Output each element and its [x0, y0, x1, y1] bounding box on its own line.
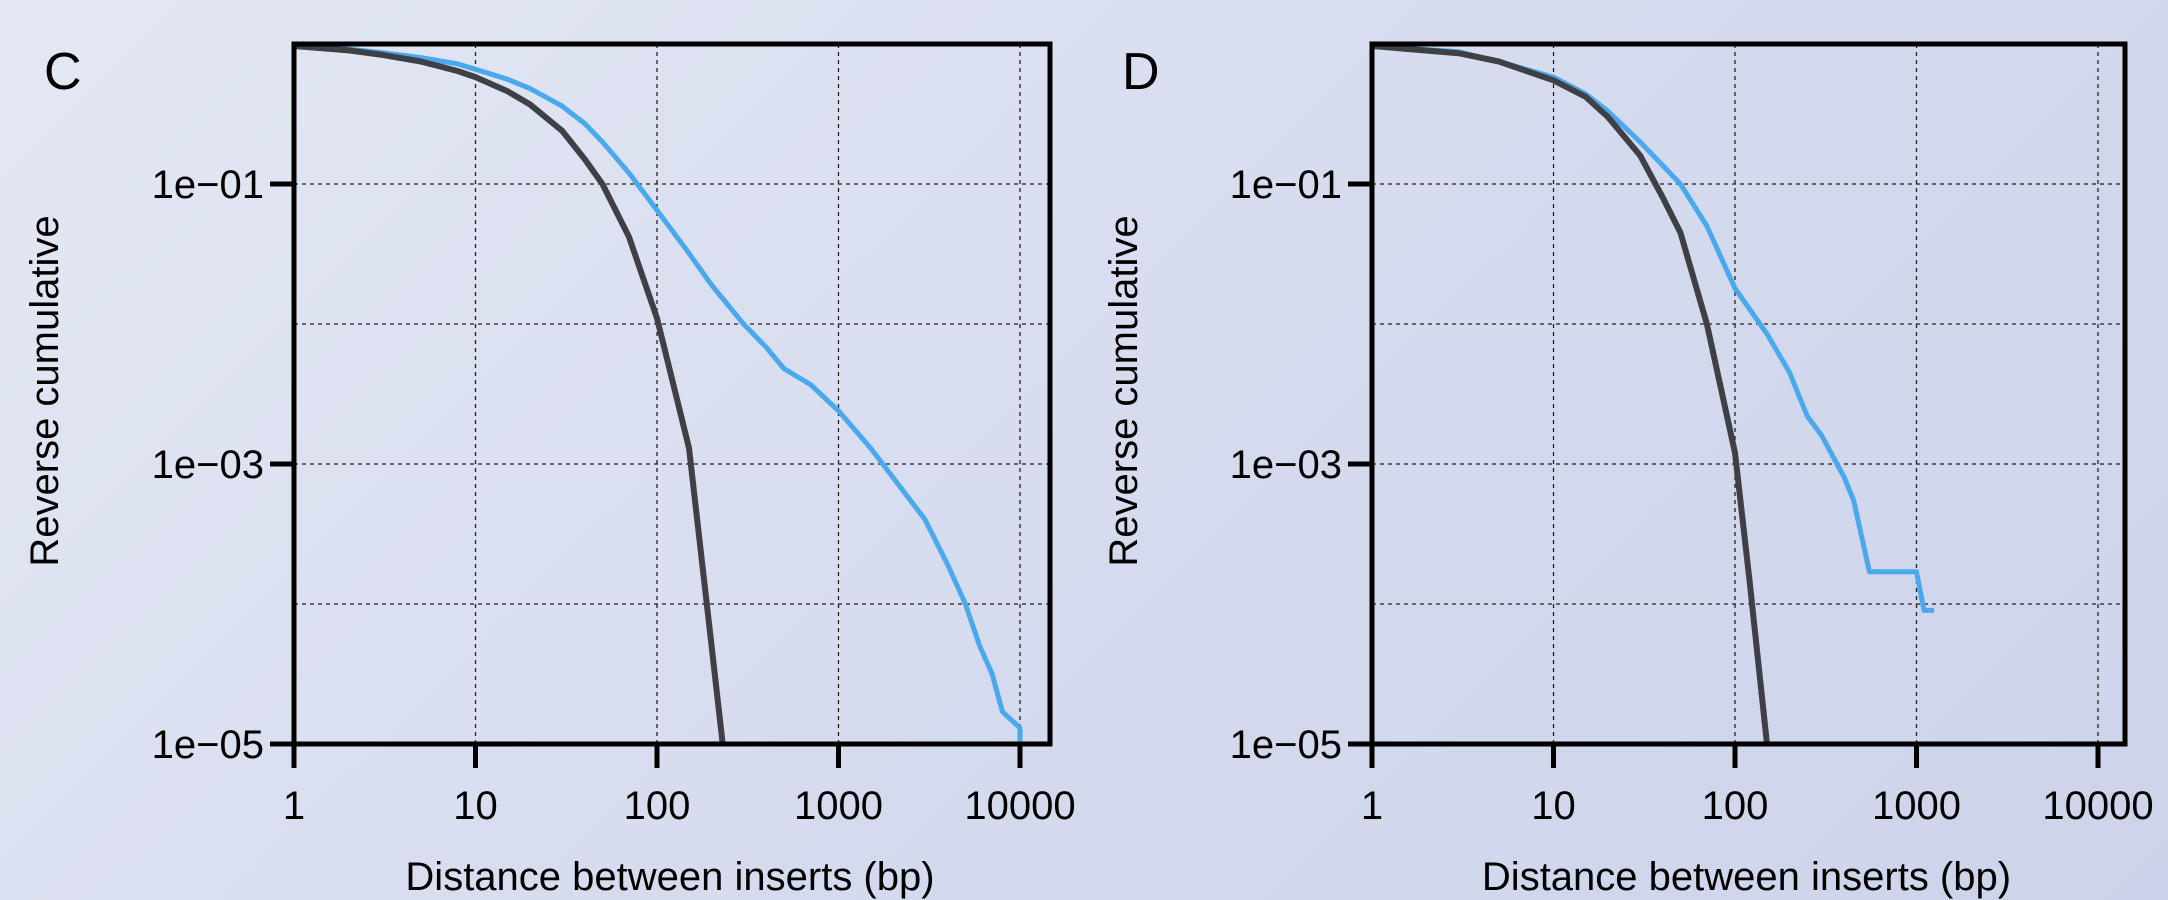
series-line-observed — [293, 43, 1023, 744]
y-axis-label: Reverse cumulative — [1102, 215, 1146, 566]
x-tick-label: 10 — [1531, 784, 1576, 828]
y-tick-label: 1e−01 — [152, 163, 264, 207]
x-tick-label: 10 — [453, 784, 498, 828]
x-axis-label: Distance between inserts (bp) — [405, 855, 934, 899]
x-tick-label: 1 — [283, 784, 305, 828]
x-tick-label: 10000 — [964, 784, 1075, 828]
y-tick-label: 1e−01 — [1230, 163, 1342, 207]
y-tick-label: 1e−05 — [152, 723, 264, 767]
x-tick-label: 100 — [624, 784, 691, 828]
y-tick-label: 1e−05 — [1230, 723, 1342, 767]
panel-d: 1 10 100 1000 10000 1e−01 1e−03 1e−05 Distance b… — [1102, 41, 2154, 899]
series-line-expected — [1371, 43, 1770, 745]
plot-frame — [291, 41, 1053, 747]
x-tick-label: 1000 — [794, 784, 883, 828]
series-line-expected — [293, 43, 726, 745]
grid — [1372, 44, 2125, 744]
x-tick-label: 1000 — [1872, 784, 1961, 828]
grid — [294, 44, 1050, 744]
panel-c: 1 10 100 1000 10000 1e−01 1e−03 1e−05 Distance b… — [23, 41, 1076, 899]
y-tick-label: 1e−03 — [1230, 443, 1342, 487]
plot-frame — [1369, 41, 2128, 747]
x-tick-label: 10000 — [2042, 784, 2153, 828]
x-tick-label: 100 — [1702, 784, 1769, 828]
x-axis-label: Distance between inserts (bp) — [1482, 855, 2011, 899]
series-line-observed — [1371, 43, 1935, 613]
y-axis-label: Reverse cumulative — [23, 215, 67, 566]
panel-letter: C — [44, 43, 82, 101]
panel-letter: D — [1122, 43, 1160, 101]
x-tick-label: 1 — [1361, 784, 1383, 828]
y-tick-label: 1e−03 — [152, 443, 264, 487]
